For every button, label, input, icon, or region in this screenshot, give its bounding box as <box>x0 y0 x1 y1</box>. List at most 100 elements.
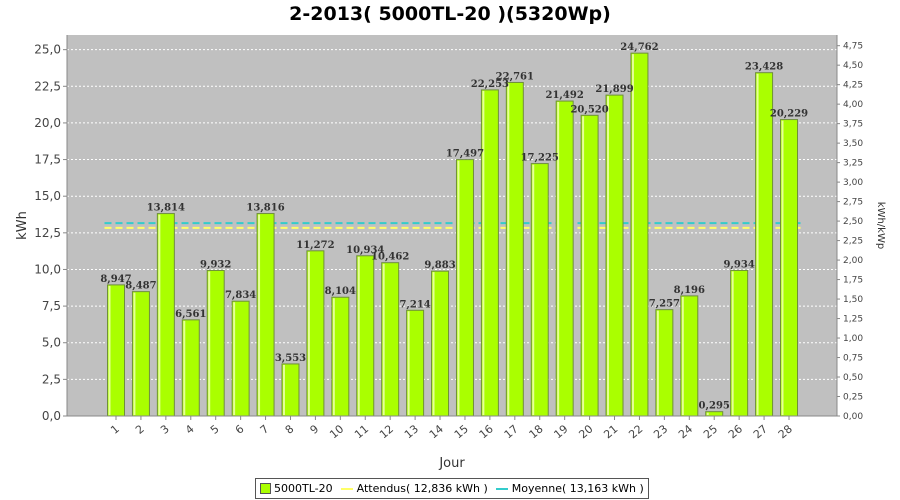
x-tick-label: 28 <box>776 422 795 441</box>
y2-tick-label: 0,00 <box>843 412 863 422</box>
y-tick-label: 2,5 <box>42 372 61 386</box>
bar-value-label: 9,932 <box>200 259 231 270</box>
x-tick-label: 5 <box>208 422 222 436</box>
x-tick-label: 1 <box>108 422 122 436</box>
x-tick-label: 26 <box>726 422 745 441</box>
legend: 5000TL-20 Attendus( 12,836 kWh ) Moyenne… <box>255 478 649 499</box>
y2-tick-label: 3,75 <box>843 120 863 130</box>
x-tick-label: 27 <box>751 422 770 441</box>
y2-tick-label: 4,25 <box>843 81 863 91</box>
chart-title: 2-2013( 5000TL-20 )(5320Wp) <box>289 3 611 25</box>
x-tick-label: 10 <box>327 422 346 441</box>
y-tick-label: 15,0 <box>34 189 61 203</box>
bar-value-label: 3,553 <box>275 353 306 364</box>
x-tick-label: 22 <box>626 422 645 441</box>
bar-value-label: 10,934 <box>346 245 384 256</box>
y2-tick-label: 0,50 <box>843 373 863 383</box>
y-tick-label: 20,0 <box>34 116 61 130</box>
y-tick-label: 22,5 <box>34 79 61 93</box>
y2-tick-label: 2,75 <box>843 198 863 208</box>
bar-value-label: 8,487 <box>125 281 156 292</box>
bar-value-label: 7,257 <box>649 299 680 310</box>
y-tick-label: 17,5 <box>34 153 61 167</box>
bar-value-label: 20,520 <box>570 104 608 115</box>
x-tick-label: 20 <box>576 422 595 441</box>
x-tick-label: 13 <box>402 422 421 441</box>
x-tick-label: 9 <box>308 422 322 436</box>
y2-tick-label: 1,00 <box>843 334 863 344</box>
legend-swatch-attendus <box>340 487 353 490</box>
y2-tick-label: 3,25 <box>843 159 863 169</box>
y2-tick-label: 4,00 <box>843 100 863 110</box>
x-tick-label: 16 <box>477 422 496 441</box>
y-tick-label: 25,0 <box>34 43 61 57</box>
x-tick-label: 15 <box>452 422 471 441</box>
legend-item-moyenne: Moyenne( 13,163 kWh ) <box>495 482 644 495</box>
bar-value-label: 8,947 <box>100 274 131 285</box>
bar-value-label: 17,497 <box>446 149 484 160</box>
x-tick-label: 7 <box>258 422 272 436</box>
reference-lines <box>104 222 801 229</box>
y-tick-label: 5,0 <box>42 336 61 350</box>
y-axis-label: kWh <box>15 211 30 240</box>
y2-axis-label: kWh/kWp <box>875 202 886 249</box>
y2-tick-label: 0,25 <box>843 393 863 403</box>
x-tick-label: 25 <box>701 422 720 441</box>
bar-value-label: 24,762 <box>620 42 658 53</box>
y2-tick-label: 2,00 <box>843 256 863 266</box>
bar-value-label: 11,272 <box>296 240 334 251</box>
y2-tick-label: 2,25 <box>843 237 863 247</box>
bar-value-label: 20,229 <box>770 109 808 120</box>
legend-label-moyenne: Moyenne( 13,163 kWh ) <box>511 482 644 495</box>
legend-label-series: 5000TL-20 <box>274 482 333 495</box>
x-tick-label: 6 <box>233 422 247 436</box>
x-tick-label: 11 <box>352 422 371 441</box>
y2-tick-label: 2,50 <box>843 217 863 227</box>
x-tick-label: 12 <box>377 422 396 441</box>
y-tick-label: 7,5 <box>42 299 61 313</box>
bar-value-label: 21,492 <box>546 90 584 101</box>
bar-value-label: 7,214 <box>399 299 430 310</box>
x-tick-label: 2 <box>133 422 147 436</box>
legend-item-attendus: Attendus( 12,836 kWh ) <box>340 482 488 495</box>
bar-value-label: 13,816 <box>246 203 284 214</box>
y2-tick-label: 0,75 <box>843 354 863 364</box>
bar-value-label: 7,834 <box>225 290 256 301</box>
axes: 0,0 2,5 5,0 7,5 10,0 12,5 15,0 17,5 20,0 22,5 25,0… <box>34 35 863 441</box>
bar-value-label: 23,428 <box>745 62 783 73</box>
bar-value-label: 0,295 <box>699 401 730 412</box>
bar-value-label: 21,899 <box>595 84 633 95</box>
y-tick-label: 10,0 <box>34 262 61 276</box>
y2-tick-label: 4,50 <box>843 61 863 71</box>
bar-value-label: 8,196 <box>674 285 705 296</box>
bar-value-label: 17,225 <box>521 153 559 164</box>
x-tick-label: 4 <box>183 422 197 436</box>
x-tick-label: 3 <box>158 422 172 436</box>
x-tick-label: 24 <box>676 422 695 441</box>
x-tick-label: 18 <box>527 422 546 441</box>
x-tick-label: 23 <box>651 422 670 441</box>
x-axis-label: Jour <box>438 456 465 471</box>
x-tick-label: 19 <box>552 422 571 441</box>
bar-value-label: 13,814 <box>147 203 185 214</box>
y2-tick-label: 3,50 <box>843 139 863 149</box>
grid-lines <box>67 49 837 380</box>
legend-item-series: 5000TL-20 <box>260 482 333 495</box>
y2-tick-label: 3,00 <box>843 178 863 188</box>
bar-value-label: 10,462 <box>371 252 409 263</box>
x-tick-label: 8 <box>283 422 297 436</box>
legend-label-attendus: Attendus( 12,836 kWh ) <box>356 482 488 495</box>
bar-value-label: 9,883 <box>424 260 455 271</box>
x-tick-label: 21 <box>601 422 620 441</box>
bar-value-label: 22,761 <box>496 71 534 82</box>
y2-tick-label: 1,50 <box>843 295 863 305</box>
legend-swatch-series <box>260 483 271 494</box>
y-tick-label: 12,5 <box>34 226 61 240</box>
bar-value-label: 9,934 <box>723 259 754 270</box>
bar-value-label: 6,561 <box>175 309 206 320</box>
y2-tick-label: 1,25 <box>843 315 863 325</box>
x-tick-label: 17 <box>502 422 521 441</box>
x-tick-label: 14 <box>427 422 446 441</box>
